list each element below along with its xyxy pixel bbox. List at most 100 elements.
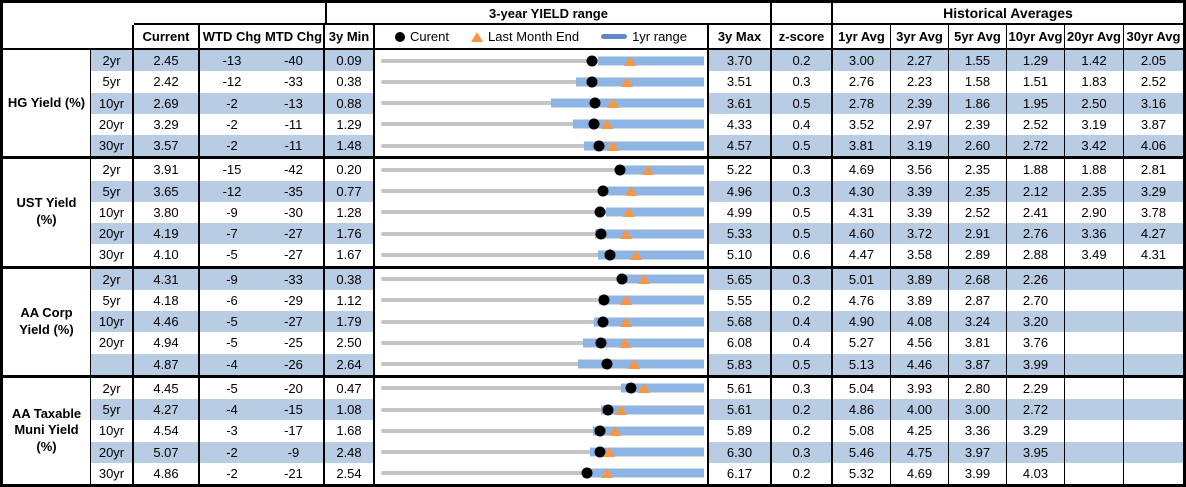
z-score-value: 0.2 [772, 420, 833, 442]
z-score-value: 0.4 [772, 332, 833, 354]
30yr-avg-value [1124, 353, 1183, 375]
3y-range-track [381, 210, 704, 215]
chart-track-area [381, 311, 704, 332]
3yr-avg-value: 4.75 [891, 441, 949, 463]
3yr-avg-value: 3.56 [891, 159, 949, 181]
1yr-range-bar [578, 359, 704, 369]
current-value: 4.31 [134, 268, 200, 290]
yield-range-chart [375, 332, 709, 354]
mtd-change: -35 [264, 180, 325, 202]
5yr-avg-value: 1.86 [949, 92, 1007, 114]
z-score-value: 0.2 [772, 462, 833, 484]
3y-range-track [381, 277, 704, 282]
20yr-avg-value: 3.36 [1065, 223, 1124, 245]
3y-min-value: 2.54 [325, 462, 375, 484]
range-band-title: 3-year YIELD range [325, 3, 772, 25]
30yr-avg-value: 2.81 [1124, 159, 1183, 181]
3yr-avg-value: 2.97 [891, 113, 949, 135]
header-3y-max: 3y Max [709, 25, 772, 48]
3yr-avg-value: 3.58 [891, 244, 949, 266]
wtd-change: -2 [200, 113, 264, 135]
last-month-marker-icon [615, 404, 628, 415]
chart-track-area [381, 114, 704, 135]
wtd-change: -2 [200, 462, 264, 484]
5yr-avg-value: 2.80 [949, 377, 1007, 399]
3y-range-track [381, 428, 704, 433]
10yr-avg-value: 2.72 [1007, 399, 1065, 421]
current-marker-icon [586, 55, 598, 67]
10yr-avg-value: 3.29 [1007, 420, 1065, 442]
20yr-avg-value [1065, 441, 1124, 463]
3y-range-track [381, 167, 704, 172]
current-marker-icon [593, 140, 605, 152]
last-month-marker-icon [630, 249, 643, 260]
3y-max-value: 5.10 [709, 244, 772, 266]
tenor-label: 10yr [91, 420, 134, 442]
30yr-avg-value [1124, 399, 1183, 421]
10yr-avg-value: 2.12 [1007, 180, 1065, 202]
30yr-avg-value [1124, 462, 1183, 484]
3y-max-value: 5.89 [709, 420, 772, 442]
z-score-value: 0.4 [772, 311, 833, 333]
5yr-avg-value: 1.55 [949, 50, 1007, 72]
zscore-band-spacer [772, 3, 833, 25]
1yr-avg-value: 4.31 [833, 201, 891, 223]
wtd-change: -9 [200, 268, 264, 290]
tenor-label: 20yr [91, 441, 134, 463]
10yr-avg-value: 2.76 [1007, 223, 1065, 245]
1yr-avg-value: 3.00 [833, 50, 891, 72]
tenor-label: 5yr [91, 289, 134, 311]
z-score-value: 0.3 [772, 268, 833, 290]
yield-range-chart [375, 289, 709, 311]
current-marker-icon [604, 249, 616, 261]
1yr-range-bar [592, 426, 704, 436]
last-month-marker-icon [628, 359, 641, 370]
tenor-label: 10yr [91, 92, 134, 114]
yield-range-chart [375, 311, 709, 333]
3y-max-value: 5.61 [709, 377, 772, 399]
20yr-avg-value [1065, 311, 1124, 333]
3y-min-value: 0.88 [325, 92, 375, 114]
table-row: 2yr 3.91 -15 -42 0.20 5.22 0.3 4.69 3.56… [91, 159, 1183, 181]
30yr-avg-value [1124, 311, 1183, 333]
yield-range-chart [375, 135, 709, 157]
current-dot-icon [394, 31, 405, 42]
5yr-avg-value: 2.89 [949, 244, 1007, 266]
tenor-label: 20yr [91, 113, 134, 135]
3y-min-value: 1.29 [325, 113, 375, 135]
5yr-avg-value: 3.36 [949, 420, 1007, 442]
table-row: 20yr 4.94 -5 -25 2.50 6.08 0.4 5.27 4.56… [91, 332, 1183, 354]
1yr-avg-value: 5.01 [833, 268, 891, 290]
current-value: 4.94 [134, 332, 200, 354]
1yr-range-bar [606, 186, 704, 196]
yield-range-chart [375, 92, 709, 114]
current-marker-icon [595, 337, 607, 349]
z-score-value: 0.5 [772, 92, 833, 114]
table-row: 10yr 4.46 -5 -27 1.79 5.68 0.4 4.90 4.08… [91, 311, 1183, 333]
legend-range-label: 1yr range [632, 29, 687, 44]
3y-min-value: 2.50 [325, 332, 375, 354]
1yr-avg-value: 5.32 [833, 462, 891, 484]
20yr-avg-value [1065, 353, 1124, 375]
tenor-label: 30yr [91, 244, 134, 266]
mtd-change: -9 [264, 441, 325, 463]
wtd-change: -12 [200, 180, 264, 202]
3y-min-value: 0.77 [325, 180, 375, 202]
1yr-range-bar [583, 338, 704, 348]
wtd-change: -4 [200, 399, 264, 421]
current-marker-icon [595, 228, 607, 240]
last-month-marker-icon [637, 274, 650, 285]
30yr-avg-value [1124, 289, 1183, 311]
3y-min-value: 1.08 [325, 399, 375, 421]
last-month-marker-icon [609, 425, 621, 436]
5yr-avg-value: 2.87 [949, 289, 1007, 311]
10yr-avg-value: 2.52 [1007, 113, 1065, 135]
3yr-avg-value: 4.46 [891, 353, 949, 375]
3y-max-value: 3.51 [709, 71, 772, 93]
tenor-label: 20yr [91, 223, 134, 245]
3yr-avg-value: 4.08 [891, 311, 949, 333]
z-score-value: 0.5 [772, 353, 833, 375]
current-marker-icon [588, 118, 599, 130]
section-rows: 2yr 3.91 -15 -42 0.20 5.22 0.3 4.69 3.56… [91, 159, 1183, 266]
10yr-avg-value: 3.95 [1007, 441, 1065, 463]
